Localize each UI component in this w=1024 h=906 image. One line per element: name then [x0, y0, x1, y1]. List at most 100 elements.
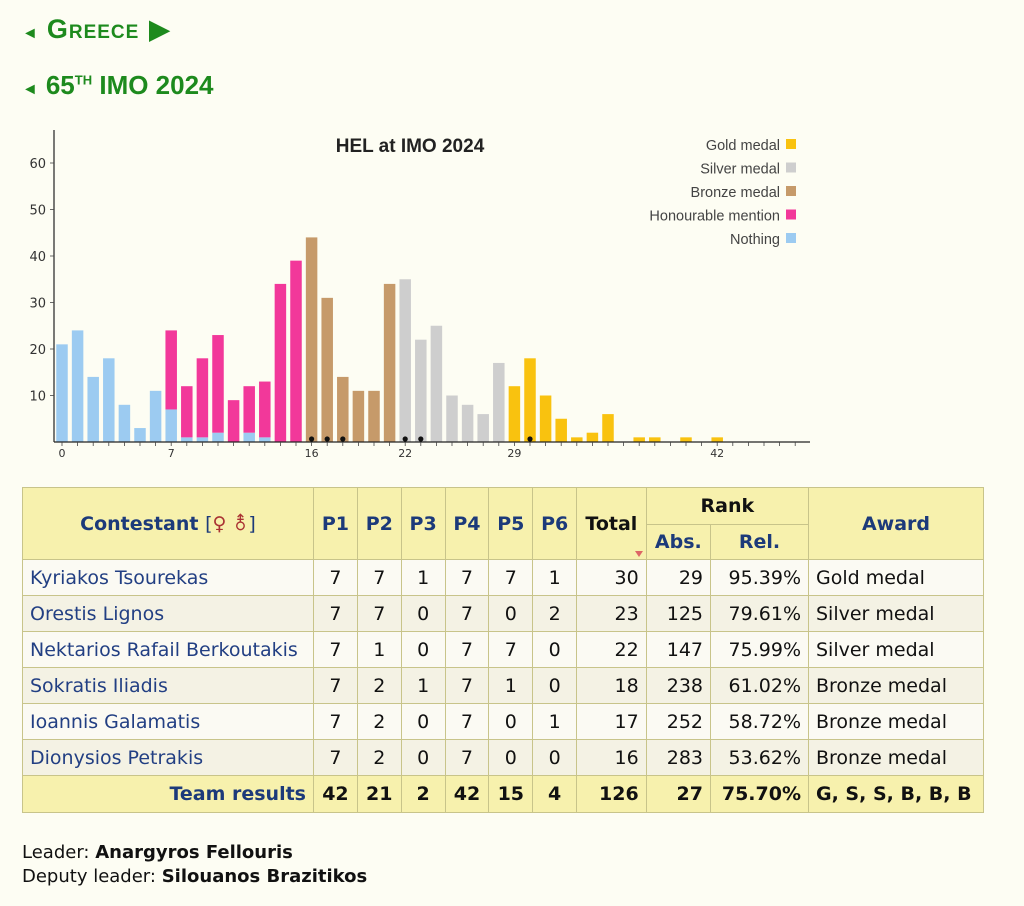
table-row: Nektarios Rafail Berkoutakis 7 1 0 7 7 0 22 147 7… — [22, 631, 984, 668]
contestant-name-link[interactable]: Sokratis Iliadis — [22, 667, 314, 704]
cell-abs: 147 — [645, 631, 712, 668]
legend-swatch — [786, 186, 796, 196]
team-p2: 21 — [356, 775, 402, 813]
team-score-marker — [418, 436, 424, 442]
total-header[interactable]: Total — [576, 487, 647, 560]
contestant-name-link[interactable]: Dionysios Petrakis — [22, 739, 314, 776]
contestant-name-link[interactable]: Nektarios Rafail Berkoutakis — [22, 631, 314, 668]
y-tick-label: 60 — [29, 157, 46, 172]
cell-rel: 58.72% — [710, 703, 809, 740]
p4-header[interactable]: P4 — [444, 487, 490, 560]
cell-p1: 7 — [313, 631, 358, 668]
cell-p2: 2 — [356, 667, 402, 704]
bar — [243, 386, 255, 433]
bar — [196, 437, 209, 442]
p1-header[interactable]: P1 — [313, 487, 358, 560]
legend-label: Bronze medal — [691, 185, 780, 201]
bar — [633, 437, 645, 442]
team-rel-rank: 75.70% — [710, 775, 809, 813]
legend-swatch — [786, 209, 796, 220]
cell-abs: 238 — [645, 667, 712, 704]
contestant-name-link[interactable]: Orestis Lignos — [22, 595, 314, 632]
chart-title: HEL at IMO 2024 — [336, 136, 485, 157]
x-tick-label: 22 — [398, 447, 412, 460]
team-awards: G, S, S, B, B, B — [808, 775, 984, 813]
leader-label: Leader: — [22, 842, 90, 863]
next-country-icon[interactable]: ▶ — [149, 14, 171, 44]
contestant-header-label: Contestant — [80, 512, 199, 535]
cell-rel: 75.99% — [710, 631, 809, 668]
team-abs-rank: 27 — [645, 775, 712, 813]
team-label: Team results — [22, 775, 314, 813]
country-link[interactable]: Greece — [46, 14, 140, 44]
table-row: Kyriakos Tsourekas 7 7 1 7 7 1 30 29 95.39% Gold m… — [22, 559, 984, 596]
cell-total: 23 — [576, 595, 647, 632]
p3-header[interactable]: P3 — [400, 487, 446, 560]
bar — [259, 437, 271, 442]
bar — [181, 386, 193, 438]
abs-rank-header[interactable]: Abs. — [645, 524, 712, 560]
p6-header[interactable]: P6 — [532, 487, 578, 560]
cell-total: 17 — [576, 703, 647, 740]
cell-p2: 1 — [356, 631, 402, 668]
cell-p2: 7 — [356, 559, 402, 596]
bar — [149, 390, 162, 442]
bar — [196, 358, 209, 438]
bar — [290, 260, 302, 442]
legend-swatch — [786, 139, 796, 149]
cell-p1: 7 — [313, 667, 358, 704]
gender-symbols-text[interactable]: ♀ ⚨ — [212, 512, 249, 535]
deputy-leader: Deputy leader: Silouanos Brazitikos — [22, 866, 367, 887]
cell-p3: 0 — [400, 703, 446, 740]
bar — [571, 437, 583, 442]
cell-total: 22 — [576, 631, 647, 668]
cell-p5: 0 — [488, 703, 534, 740]
table-row: Sokratis Iliadis 7 2 1 7 1 0 18 238 61.02% Bronze … — [22, 667, 984, 704]
bar — [446, 395, 458, 442]
bar — [337, 376, 349, 442]
cell-p6: 2 — [532, 595, 578, 632]
prev-imo-icon[interactable]: ◄ — [22, 81, 38, 98]
legend-swatch — [786, 233, 796, 243]
table-row: Orestis Lignos 7 7 0 7 0 2 23 125 79.61% Silver me… — [22, 595, 984, 632]
legend-label: Silver medal — [700, 162, 780, 178]
cell-award: Bronze medal — [808, 667, 984, 704]
imo-link[interactable]: 65TH IMO 2024 — [46, 70, 214, 100]
cell-award: Silver medal — [808, 595, 984, 632]
bar — [430, 325, 443, 442]
award-header[interactable]: Award — [808, 487, 984, 560]
cell-p4: 7 — [444, 559, 490, 596]
contestant-name-link[interactable]: Kyriakos Tsourekas — [22, 559, 314, 596]
contestant-name-link[interactable]: Ioannis Galamatis — [22, 703, 314, 740]
cell-p3: 1 — [400, 559, 446, 596]
cell-award: Gold medal — [808, 559, 984, 596]
bar — [602, 414, 614, 442]
bar — [321, 297, 333, 442]
cell-rel: 95.39% — [710, 559, 809, 596]
team-score-marker — [402, 436, 408, 442]
bar — [87, 376, 99, 442]
cell-total: 16 — [576, 739, 647, 776]
gender-symbols: [♀ ⚨] — [205, 512, 256, 535]
bar — [181, 437, 193, 442]
bar — [118, 404, 131, 442]
bar — [649, 437, 661, 442]
bar — [524, 358, 536, 442]
cell-p1: 7 — [313, 739, 358, 776]
cell-award: Silver medal — [808, 631, 984, 668]
team-p1: 42 — [313, 775, 358, 813]
bar — [461, 404, 474, 442]
p5-header[interactable]: P5 — [488, 487, 534, 560]
prev-country-icon[interactable]: ◄ — [22, 25, 39, 42]
cell-rel: 79.61% — [710, 595, 809, 632]
bar — [586, 432, 599, 442]
bar — [56, 344, 68, 442]
p2-header[interactable]: P2 — [356, 487, 402, 560]
contestant-header[interactable]: Contestant [♀ ⚨] — [22, 487, 314, 560]
cell-abs: 29 — [645, 559, 712, 596]
bar — [227, 400, 240, 442]
cell-rel: 61.02% — [710, 667, 809, 704]
leader-name: Anargyros Fellouris — [95, 842, 293, 863]
cell-abs: 125 — [645, 595, 712, 632]
rel-rank-header[interactable]: Rel. — [710, 524, 809, 560]
